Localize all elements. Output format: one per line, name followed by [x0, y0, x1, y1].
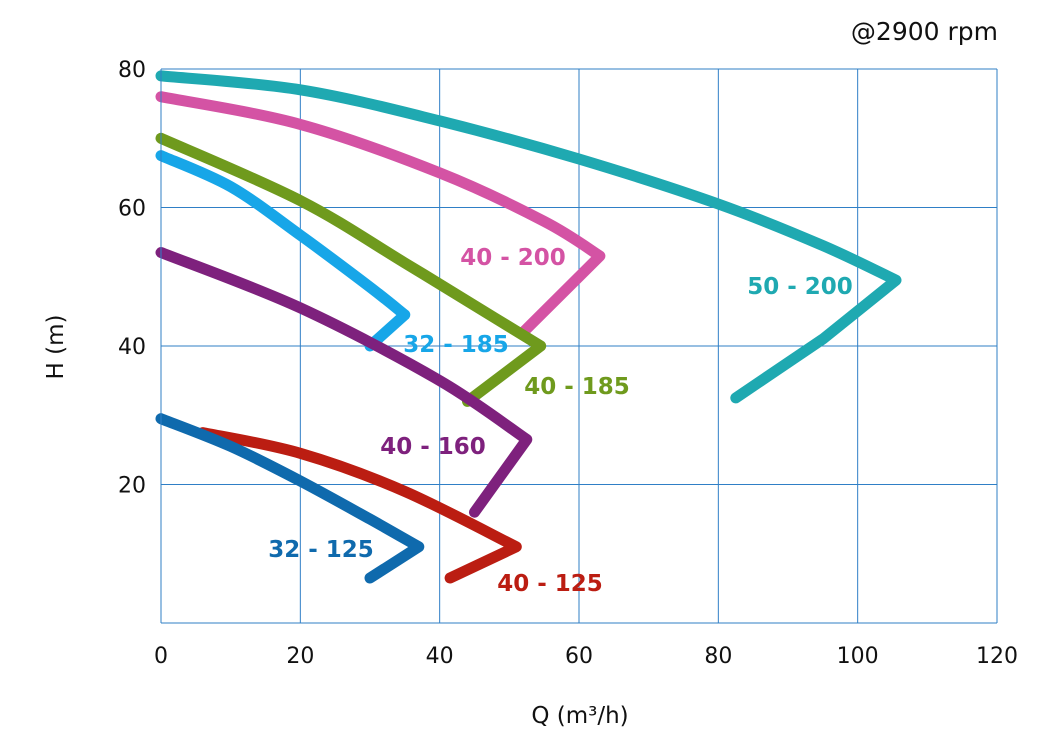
- x-tick-label: 100: [837, 644, 879, 669]
- x-tick-label: 80: [704, 644, 732, 669]
- x-tick-label: 0: [154, 644, 168, 669]
- series-label-40-185: 40 - 185: [524, 374, 630, 400]
- series-label-40-160: 40 - 160: [380, 434, 486, 460]
- x-tick-label: 60: [565, 644, 593, 669]
- curve-40-185: [155, 132, 547, 407]
- curve-50-200: [155, 70, 902, 404]
- speed-annotation: @2900 rpm: [851, 17, 998, 46]
- series-label-50-200: 50 - 200: [747, 274, 853, 300]
- x-tick-label: 120: [976, 644, 1018, 669]
- y-tick-label: 60: [118, 197, 146, 222]
- series-label-32-185: 32 - 185: [403, 332, 509, 358]
- y-axis-title: H (m): [43, 315, 69, 380]
- x-tick-label: 40: [426, 644, 454, 669]
- x-axis-title: Q (m³/h): [531, 703, 628, 729]
- y-tick-label: 20: [118, 474, 146, 499]
- curve-32-185: [155, 150, 411, 352]
- y-tick-label: 40: [118, 335, 146, 360]
- curve-32-125: [155, 413, 425, 584]
- curve-40-160: [155, 247, 533, 518]
- series-label-40-200: 40 - 200: [460, 245, 566, 271]
- series-label-32-125: 32 - 125: [268, 537, 374, 563]
- series-labels: 50 - 200 40 - 200 40 - 185 32 - 185 40 - 160…: [268, 245, 853, 597]
- curve-40-125: [197, 427, 522, 584]
- axes: 0 20 40 60 80 100 120 20 40 60 80: [118, 58, 1018, 669]
- series-label-40-125: 40 - 125: [497, 571, 603, 597]
- x-tick-label: 20: [286, 644, 314, 669]
- curve-40-200: [155, 91, 606, 338]
- y-tick-label: 80: [118, 58, 146, 83]
- pump-curves: [155, 70, 902, 584]
